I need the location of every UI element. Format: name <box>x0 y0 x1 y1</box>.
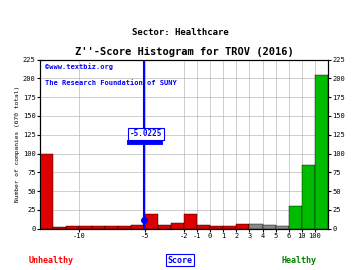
Bar <box>92 226 105 229</box>
Title: Z''-Score Histogram for TROV (2016): Z''-Score Histogram for TROV (2016) <box>75 48 293 58</box>
Bar <box>118 226 131 229</box>
Text: -5.0225: -5.0225 <box>130 130 162 139</box>
Bar <box>236 224 249 229</box>
Y-axis label: Number of companies (670 total): Number of companies (670 total) <box>15 86 20 202</box>
Bar <box>276 226 289 229</box>
Bar <box>197 225 210 229</box>
Text: Healthy: Healthy <box>282 256 317 265</box>
Bar <box>223 226 236 229</box>
Bar <box>249 224 262 229</box>
Bar <box>210 226 223 229</box>
Text: The Research Foundation of SUNY: The Research Foundation of SUNY <box>45 80 177 86</box>
Bar <box>40 154 53 229</box>
Bar <box>66 226 79 229</box>
Text: ©www.textbiz.org: ©www.textbiz.org <box>45 63 113 70</box>
Bar <box>53 227 66 229</box>
Bar <box>158 225 171 229</box>
Bar <box>79 226 92 229</box>
Bar <box>289 206 302 229</box>
Bar <box>131 225 145 229</box>
Bar <box>184 214 197 229</box>
Bar <box>145 214 158 229</box>
Bar <box>171 223 184 229</box>
Bar <box>315 75 328 229</box>
Bar <box>105 226 118 229</box>
Text: Unhealthy: Unhealthy <box>29 256 74 265</box>
Text: Score: Score <box>167 256 193 265</box>
Text: Sector: Healthcare: Sector: Healthcare <box>132 28 228 37</box>
Bar <box>262 225 276 229</box>
Bar <box>302 165 315 229</box>
